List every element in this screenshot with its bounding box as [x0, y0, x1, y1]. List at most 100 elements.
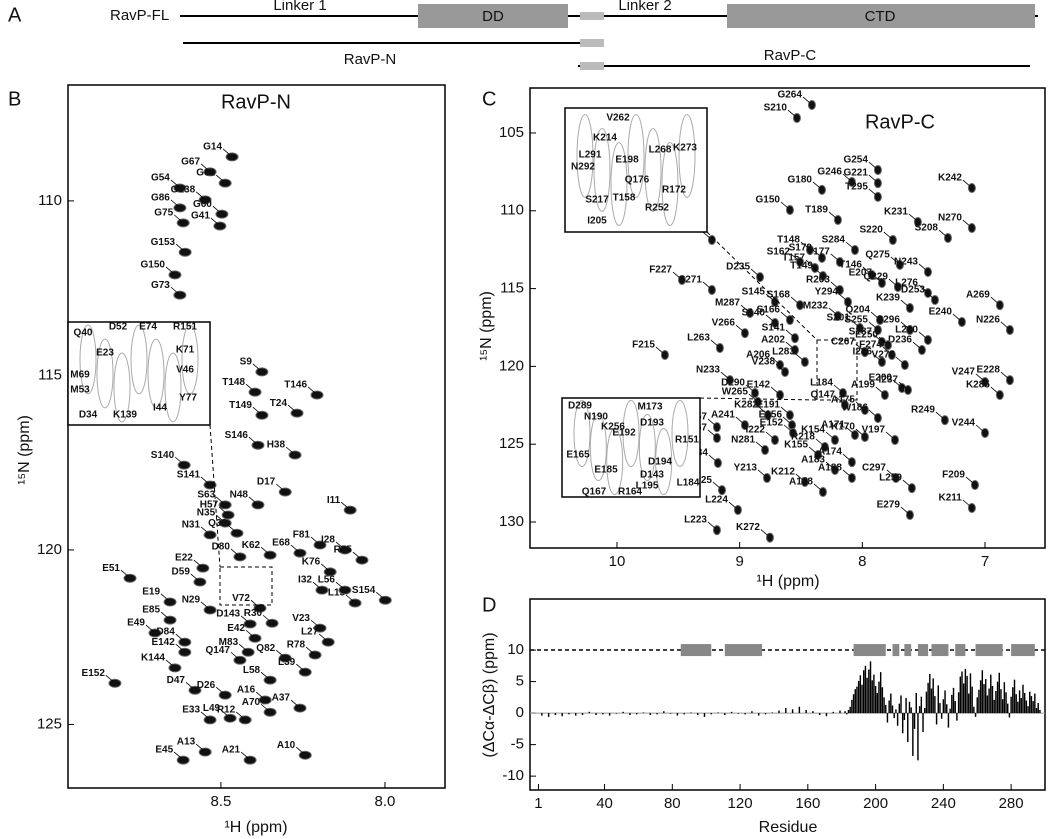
bar — [973, 706, 975, 714]
leader-line — [240, 615, 249, 623]
leader-line — [218, 506, 227, 514]
peak-label: F81 — [293, 530, 311, 541]
peak — [877, 277, 886, 288]
peak-label: I11 — [327, 495, 341, 506]
peak — [198, 747, 212, 757]
inset-label: E192 — [612, 428, 636, 439]
leader-line — [925, 291, 934, 299]
peak — [765, 532, 774, 543]
peak-label: D290 — [721, 378, 745, 389]
bar — [922, 713, 924, 733]
leader-line — [193, 559, 202, 567]
peak-label: A183 — [801, 455, 825, 466]
peak-label: S63 — [197, 490, 215, 501]
peak — [995, 300, 1004, 311]
leader-line — [745, 384, 754, 392]
peak — [660, 350, 669, 361]
inset-label: L268 — [649, 145, 672, 156]
peak-label: T189 — [805, 205, 828, 216]
bar — [1015, 694, 1017, 714]
peak — [913, 216, 922, 227]
inset-label: N292 — [571, 162, 595, 173]
peak — [677, 275, 686, 286]
peak-label: A171 — [821, 420, 845, 431]
leader-line — [245, 383, 254, 391]
bar — [656, 713, 658, 715]
peak-label: S255 — [845, 315, 869, 326]
peak — [830, 435, 839, 446]
peak — [278, 653, 292, 663]
y-tick-label: 110 — [500, 202, 524, 219]
peak — [348, 598, 362, 608]
leader-line — [352, 551, 361, 559]
leader-line — [800, 241, 809, 249]
inset-label: V46 — [176, 365, 194, 376]
peak-label: C267 — [831, 337, 855, 348]
leader-line — [720, 371, 729, 379]
peak — [168, 663, 182, 673]
bar — [737, 713, 740, 714]
bar — [881, 687, 884, 714]
peak — [163, 597, 177, 607]
inset-label: T158 — [613, 193, 636, 204]
leader-line — [918, 284, 927, 292]
peak-label: E240 — [929, 307, 953, 318]
x-tick-label: 120 — [728, 795, 753, 812]
peak-label: A199 — [851, 380, 875, 391]
peak-label: S140 — [151, 450, 175, 461]
peak-label: G41 — [191, 211, 210, 222]
peak — [263, 550, 277, 560]
peak-label: E85 — [142, 605, 160, 616]
leader-line — [740, 304, 749, 312]
peak — [203, 167, 217, 177]
bar — [1013, 679, 1016, 714]
leader-line — [962, 499, 971, 507]
bar — [905, 697, 907, 714]
peak-label: R78 — [287, 640, 306, 651]
inset-label: K71 — [176, 345, 195, 356]
peak — [215, 209, 229, 219]
leader-line — [855, 428, 864, 436]
peak — [807, 99, 816, 110]
peak-label: Y294 — [815, 287, 839, 298]
peak — [835, 256, 844, 267]
peak-label: Q204 — [846, 305, 871, 316]
bar — [886, 713, 889, 723]
peak — [278, 487, 292, 497]
peak-label: T148 — [222, 377, 245, 388]
inset-label: M69 — [70, 370, 90, 381]
bar — [984, 679, 987, 714]
peak-label: I237 — [879, 375, 899, 386]
peak — [238, 715, 252, 725]
peak — [860, 347, 869, 358]
zoom-box — [816, 339, 858, 401]
peak — [785, 410, 794, 421]
bar — [895, 709, 897, 714]
leader-line — [230, 651, 239, 659]
peak-label: E68 — [272, 538, 290, 549]
inset-label: D143 — [640, 470, 664, 481]
peak-label: W186 — [842, 403, 869, 414]
bar — [949, 708, 951, 714]
leader-line — [310, 536, 319, 544]
peak-label: A16 — [237, 685, 256, 696]
leader-line — [855, 401, 864, 409]
bar — [1005, 692, 1007, 714]
leader-line — [655, 346, 664, 354]
x-tick-label: 80 — [664, 795, 681, 812]
peak-label: G150 — [755, 195, 780, 206]
peak — [818, 486, 827, 497]
peak — [873, 191, 882, 202]
leader-line — [165, 659, 174, 667]
peak — [203, 605, 217, 615]
peak — [123, 573, 137, 583]
peak-label: T157 — [782, 253, 805, 264]
leader-line — [295, 746, 304, 754]
inset-contour — [573, 400, 591, 467]
peak — [903, 385, 912, 396]
bar — [683, 713, 685, 715]
peak-label: E51 — [102, 563, 120, 574]
inset-contour — [622, 400, 640, 467]
peak-label: D80 — [212, 542, 231, 553]
peak-label: S154 — [352, 585, 376, 596]
